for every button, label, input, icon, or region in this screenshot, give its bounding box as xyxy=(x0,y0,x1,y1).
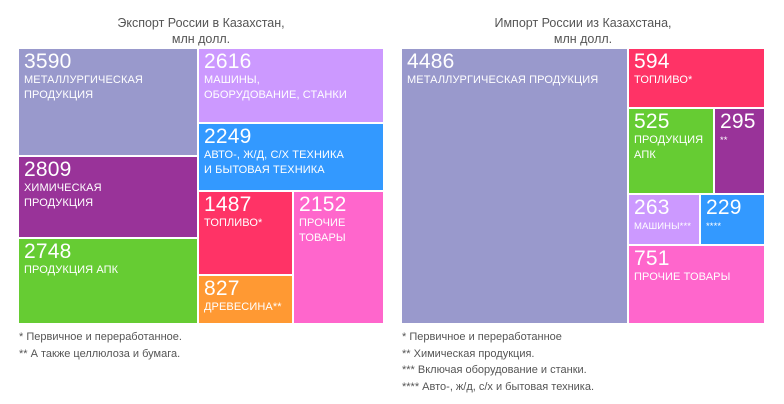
tile-label: ТОПЛИВО* xyxy=(204,217,263,229)
import-tile-vehicles: 229 **** xyxy=(701,195,764,244)
import-tile-machinery: 263 МАШИНЫ*** xyxy=(629,195,699,244)
footnote: ** А также целлюлоза и бумага. xyxy=(19,347,181,360)
tile-value: 594 xyxy=(634,50,670,73)
import-footnotes: * Первичное и переработанное ** Химическ… xyxy=(402,329,594,395)
tile-label: ДРЕВЕСИНА** xyxy=(204,301,282,313)
export-title-line-1: Экспорт России в Казахстан, xyxy=(117,16,285,30)
import-tile-other: 751 ПРОЧИЕ ТОВАРЫ xyxy=(629,246,764,323)
tile-value: 4486 xyxy=(407,50,455,73)
tile-value: 263 xyxy=(634,196,670,219)
tile-value: 751 xyxy=(634,247,670,270)
tile-label: ПРОЧИЕ xyxy=(299,217,346,229)
export-footnotes: * Первичное и переработанное. ** А также… xyxy=(19,329,182,362)
export-tile-vehicles: 2249 АВТО-, Ж/Д, С/Х ТЕХНИКА И БЫТОВАЯ Т… xyxy=(199,124,383,190)
tile-value: 3590 xyxy=(24,50,72,73)
export-tile-metallurgy: 3590 МЕТАЛЛУРГИЧЕСКАЯ ПРОДУКЦИЯ xyxy=(19,49,197,155)
tile-value: 2616 xyxy=(204,50,252,73)
export-chart-title: Экспорт России в Казахстан, млн долл. xyxy=(19,15,383,47)
tile-value: 295 xyxy=(720,110,756,133)
import-title-line-2: млн долл. xyxy=(553,32,613,46)
export-title-line-2: млн долл. xyxy=(171,32,231,46)
footnote: * Первичное и переработанное xyxy=(402,331,562,343)
import-title-line-1: Импорт России из Казахстана, xyxy=(494,16,672,30)
export-tile-agro: 2748 ПРОДУКЦИЯ АПК xyxy=(19,239,197,323)
footnote: **** Авто-, ж/д, с/х и бытовая техника. xyxy=(402,380,595,393)
tile-value: 2152 xyxy=(299,193,347,216)
footnote: ** Химическая продукция. xyxy=(402,347,535,360)
tile-label: ПРОДУКЦИЯ АПК xyxy=(24,264,119,276)
tile-label: МАШИНЫ, xyxy=(204,74,260,86)
export-tile-wood: 827 ДРЕВЕСИНА** xyxy=(199,276,292,323)
footnote: * Первичное и переработанное. xyxy=(19,331,182,343)
tile-value: 2249 xyxy=(204,125,252,148)
import-tile-agro: 525 ПРОДУКЦИЯ АПК xyxy=(629,109,713,193)
tile-label: ПРОДУКЦИЯ xyxy=(24,89,94,101)
tile-label: МАШИНЫ*** xyxy=(634,221,692,232)
tile-label: **** xyxy=(706,221,722,232)
import-chart-title: Импорт России из Казахстана, млн долл. xyxy=(402,15,764,47)
export-tile-machinery: 2616 МАШИНЫ, ОБОРУДОВАНИЕ, СТАНКИ xyxy=(199,49,383,122)
tile-value: 525 xyxy=(634,110,670,133)
tile-label: ПРОДУКЦИЯ xyxy=(24,197,94,209)
export-tile-fuel: 1487 ТОПЛИВО* xyxy=(199,192,292,274)
export-tile-chemical: 2809 ХИМИЧЕСКАЯ ПРОДУКЦИЯ xyxy=(19,157,197,237)
tile-label: ПРОДУКЦИЯ xyxy=(634,134,704,146)
tile-value: 2748 xyxy=(24,240,72,263)
tile-label: И БЫТОВАЯ ТЕХНИКА xyxy=(204,164,325,176)
tile-label: МЕТАЛЛУРГИЧЕСКАЯ xyxy=(24,74,143,86)
import-tile-fuel: 594 ТОПЛИВО* xyxy=(629,49,764,107)
tile-label: ТОВАРЫ xyxy=(299,232,346,244)
tile-value: 1487 xyxy=(204,193,252,216)
footnote: *** Включая оборудование и станки. xyxy=(402,364,587,376)
tile-value: 2809 xyxy=(24,158,72,181)
tile-value: 827 xyxy=(204,277,240,300)
tile-value: 229 xyxy=(706,196,742,219)
import-tile-chemical: 295 ** xyxy=(715,109,764,193)
export-tile-other: 2152 ПРОЧИЕ ТОВАРЫ xyxy=(294,192,383,323)
tile-label: ХИМИЧЕСКАЯ xyxy=(24,182,102,194)
tile-label: АПК xyxy=(634,149,656,161)
tile-label: МЕТАЛЛУРГИЧЕСКАЯ ПРОДУКЦИЯ xyxy=(407,74,599,86)
tile-label: ТОПЛИВО* xyxy=(634,74,693,86)
import-tile-metallurgy: 4486 МЕТАЛЛУРГИЧЕСКАЯ ПРОДУКЦИЯ xyxy=(402,49,627,323)
tile-label: ОБОРУДОВАНИЕ, СТАНКИ xyxy=(204,89,347,101)
tile-label: ПРОЧИЕ ТОВАРЫ xyxy=(634,271,731,283)
tile-label: АВТО-, Ж/Д, С/Х ТЕХНИКА xyxy=(204,149,344,161)
tile-label: ** xyxy=(720,135,728,146)
